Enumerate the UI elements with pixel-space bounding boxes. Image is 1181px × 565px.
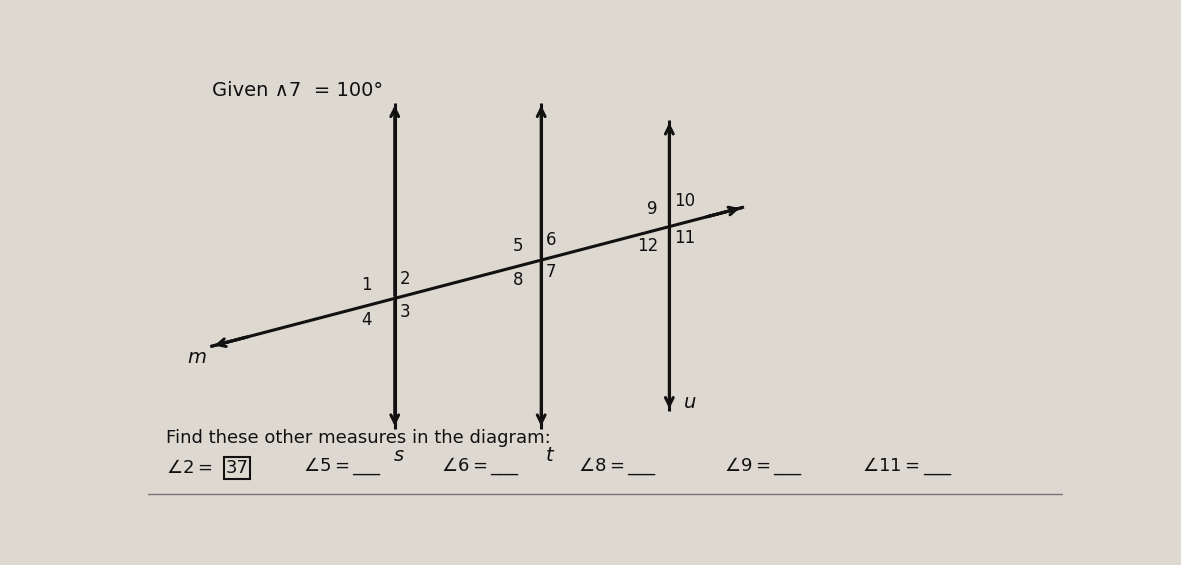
Text: $m$: $m$ bbox=[188, 349, 207, 367]
Text: 3: 3 bbox=[399, 303, 410, 321]
Text: $\angle 11 =$___: $\angle 11 =$___ bbox=[862, 455, 952, 477]
Text: 2: 2 bbox=[399, 270, 410, 288]
Text: $t$: $t$ bbox=[546, 446, 555, 466]
Text: 4: 4 bbox=[361, 311, 372, 329]
Text: 6: 6 bbox=[546, 231, 556, 249]
Text: 8: 8 bbox=[513, 271, 523, 289]
Text: $\angle 5 =$___: $\angle 5 =$___ bbox=[304, 455, 383, 477]
Text: $u$: $u$ bbox=[683, 393, 697, 412]
Text: 10: 10 bbox=[674, 192, 696, 210]
Text: $\angle 2=$: $\angle 2=$ bbox=[165, 459, 213, 477]
Text: Find these other measures in the diagram:: Find these other measures in the diagram… bbox=[165, 429, 550, 447]
Text: $s$: $s$ bbox=[393, 446, 405, 466]
Text: 11: 11 bbox=[674, 229, 696, 247]
Text: Given ∧7  = 100°: Given ∧7 = 100° bbox=[211, 81, 383, 100]
Text: $\angle 9 =$___: $\angle 9 =$___ bbox=[724, 455, 803, 477]
Text: 37: 37 bbox=[226, 459, 248, 477]
Text: $\angle 8 =$___: $\angle 8 =$___ bbox=[578, 455, 657, 477]
Text: $\angle 6=$___: $\angle 6=$___ bbox=[441, 455, 520, 477]
Text: 12: 12 bbox=[637, 237, 658, 255]
Text: 1: 1 bbox=[361, 276, 372, 294]
Text: 5: 5 bbox=[513, 237, 523, 255]
Text: 7: 7 bbox=[546, 263, 556, 281]
Text: 9: 9 bbox=[647, 200, 658, 218]
